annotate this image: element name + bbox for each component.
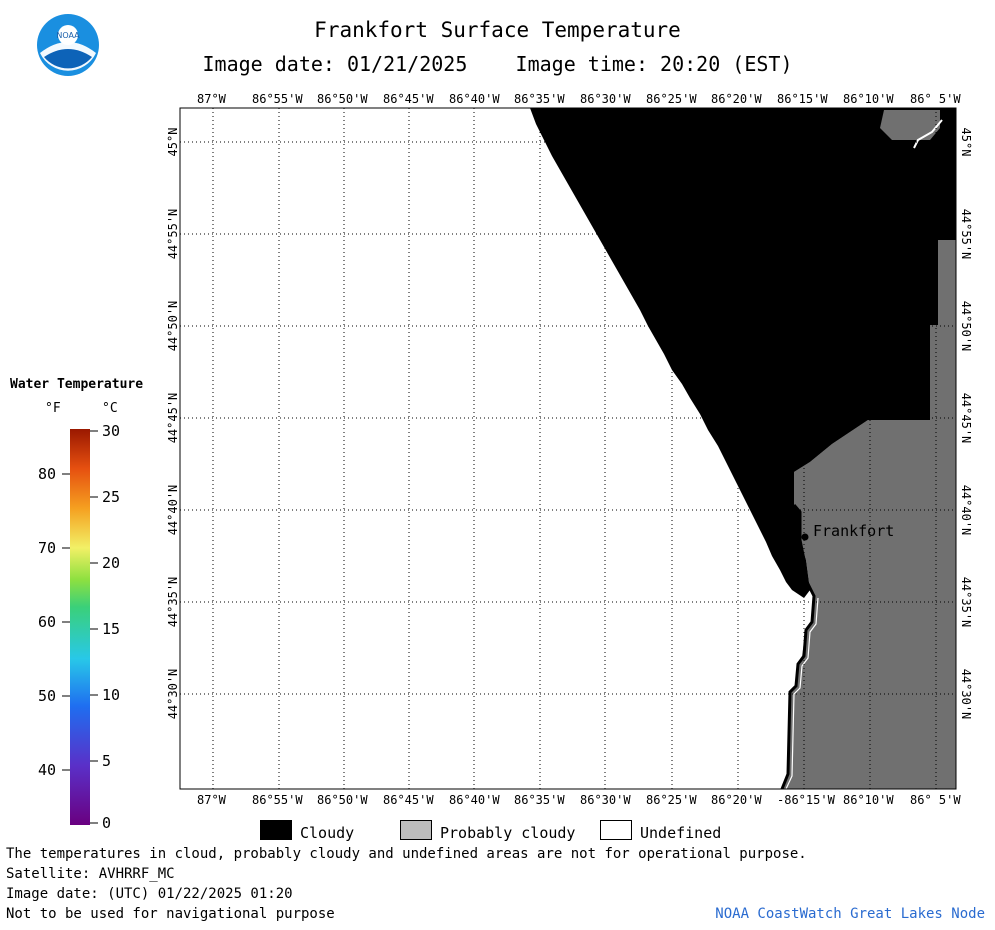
lon-tick-top: 86°20'W xyxy=(711,92,762,106)
legend-swatch-probably-cloudy xyxy=(400,820,432,840)
scale-c-label: 5 xyxy=(102,752,112,770)
legend-label-probably-cloudy: Probably cloudy xyxy=(440,824,576,842)
lat-tick-left: 45°N xyxy=(166,127,180,157)
scale-c-label: 0 xyxy=(102,814,112,832)
frankfort-label: Frankfort xyxy=(813,522,895,540)
shoreline-south xyxy=(780,504,816,790)
noaa-logo: NOAA xyxy=(37,14,99,76)
lat-tick-right: 44°35'N xyxy=(959,576,973,628)
probably-cloudy-area xyxy=(782,108,956,789)
lat-tick-right: 44°50'N xyxy=(959,300,973,352)
footer-satellite: Satellite: AVHRRF_MC xyxy=(6,866,175,882)
map-title: Frankfort Surface Temperature xyxy=(314,18,681,42)
lon-tick-top: 86°45'W xyxy=(383,92,434,106)
lon-tick-top: 86°10'W xyxy=(843,92,894,106)
footer-credit: NOAA CoastWatch Great Lakes Node xyxy=(715,906,985,922)
lon-tick-top: 86°15'W xyxy=(777,92,828,106)
scale-f-label: 80 xyxy=(38,465,57,483)
scale-c-label: 10 xyxy=(102,686,121,704)
color-scale-bar xyxy=(62,429,98,825)
lat-tick-right: 44°40'N xyxy=(959,484,973,536)
lon-tick-bottom: 86° 5'W xyxy=(910,793,961,807)
lon-tick-bottom: 86°25'W xyxy=(646,793,697,807)
lon-tick-bottom: -86°15'W xyxy=(777,793,835,807)
legend-swatch-undefined xyxy=(600,820,632,840)
lon-tick-top: 86°35'W xyxy=(514,92,565,106)
legend-title: Water Temperature xyxy=(10,377,144,392)
legend-swatch-cloudy xyxy=(260,820,292,840)
footer-disclaimer: The temperatures in cloud, probably clou… xyxy=(6,846,807,862)
lon-tick-top: 86° 5'W xyxy=(910,92,961,106)
scale-f-label: 70 xyxy=(38,539,57,557)
lon-tick-top: 86°55'W xyxy=(252,92,303,106)
footer-navigation-note: Not to be used for navigational purpose xyxy=(6,906,335,922)
image-date-time: Image date: 01/21/2025 Image time: 20:20… xyxy=(202,52,793,76)
lon-tick-bottom: 86°20'W xyxy=(711,793,762,807)
scale-c-label: 20 xyxy=(102,554,121,572)
scale-f-label: 50 xyxy=(38,687,57,705)
legend-label-cloudy: Cloudy xyxy=(300,824,355,842)
lon-tick-bottom: 86°35'W xyxy=(514,793,565,807)
lon-tick-top: 86°40'W xyxy=(449,92,500,106)
lat-tick-left: 44°50'N xyxy=(166,300,180,352)
lat-tick-right: 45°N xyxy=(959,127,973,157)
lon-tick-bottom: 86°55'W xyxy=(252,793,303,807)
lat-tick-right: 44°55'N xyxy=(959,208,973,260)
unit-celsius: °C xyxy=(102,401,118,416)
scale-c-label: 15 xyxy=(102,620,121,638)
island-area xyxy=(880,110,940,140)
scale-c-label: 25 xyxy=(102,488,121,506)
lat-tick-left: 44°45'N xyxy=(166,392,180,444)
lon-tick-bottom: 86°40'W xyxy=(449,793,500,807)
lon-tick-top: 86°25'W xyxy=(646,92,697,106)
lon-tick-bottom: 87°W xyxy=(197,793,226,807)
logo-text: NOAA xyxy=(56,31,80,40)
legend-label-undefined: Undefined xyxy=(640,824,722,842)
lat-tick-right: 44°30'N xyxy=(959,668,973,720)
footer-utc-date: Image date: (UTC) 01/22/2025 01:20 xyxy=(6,886,293,902)
unit-fahrenheit: °F xyxy=(45,401,61,416)
lon-tick-bottom: 86°30'W xyxy=(580,793,631,807)
lat-tick-left: 44°35'N xyxy=(166,576,180,628)
lat-tick-left: 44°30'N xyxy=(166,668,180,720)
lat-tick-left: 44°40'N xyxy=(166,484,180,536)
scale-f-label: 60 xyxy=(38,613,57,631)
lon-tick-top: 87°W xyxy=(197,92,226,106)
grid-lines xyxy=(180,108,956,789)
lon-tick-top: 86°50'W xyxy=(317,92,368,106)
scale-c-label: 30 xyxy=(102,422,121,440)
lon-tick-bottom: 86°10'W xyxy=(843,793,894,807)
frankfort-marker xyxy=(801,533,809,541)
scale-f-label: 40 xyxy=(38,761,57,779)
lat-tick-right: 44°45'N xyxy=(959,392,973,444)
lon-tick-bottom: 86°45'W xyxy=(383,793,434,807)
lon-tick-top: 86°30'W xyxy=(580,92,631,106)
shoreline xyxy=(913,119,943,149)
map-frame xyxy=(179,107,957,790)
lat-tick-left: 44°55'N xyxy=(166,208,180,260)
cloudy-area xyxy=(530,108,956,598)
lon-tick-bottom: 86°50'W xyxy=(317,793,368,807)
